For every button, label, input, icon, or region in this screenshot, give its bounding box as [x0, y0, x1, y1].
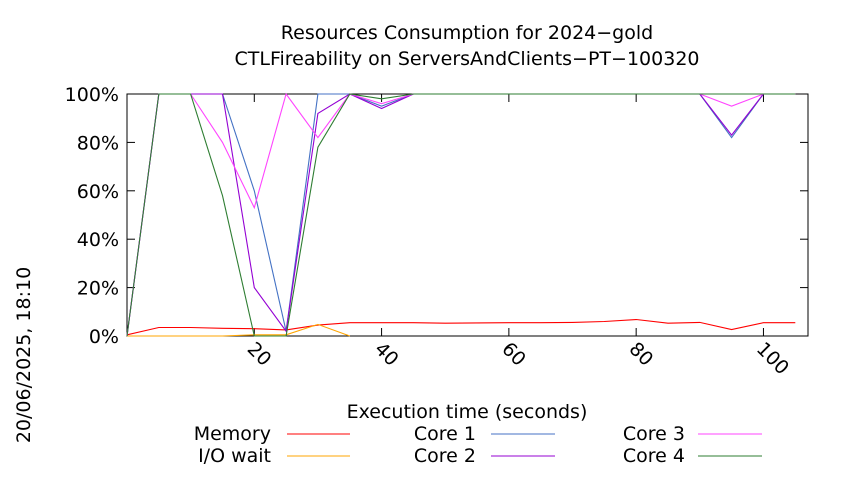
side-timestamp-label: 20/06/2025, 18:10 [13, 267, 35, 443]
y-tick-label: 0% [89, 326, 119, 348]
y-tick-label: 60% [77, 181, 119, 203]
x-axis-label: Execution time (seconds) [347, 401, 588, 423]
series-line-memory [126, 318, 796, 336]
x-tick-label: 100 [752, 338, 793, 379]
plot-frame [126, 93, 809, 337]
axes: 0% 20% 40% 60% 80% 100% 20 40 60 80 100 [65, 84, 809, 379]
legend-label-memory: Memory [194, 423, 271, 445]
x-tick-label: 60 [497, 338, 530, 371]
x-tick-label: 40 [370, 338, 403, 371]
legend-label-core-2: Core 2 [414, 445, 476, 467]
y-tick-label: 40% [77, 229, 119, 251]
series-line-i-o-wait [127, 323, 350, 337]
series-lines [126, 92, 796, 337]
legend-label-i-o-wait: I/O wait [198, 445, 271, 467]
x-tick-label: 80 [625, 338, 658, 371]
legend-label-core-1: Core 1 [414, 423, 476, 445]
chart-title-line-1: Resources Consumption for 2024−gold [281, 22, 653, 44]
series-line-core-4 [126, 93, 796, 337]
y-tick-label: 80% [77, 132, 119, 154]
x-tick-label: 20 [243, 338, 276, 371]
y-tick-label: 100% [65, 84, 119, 106]
legend-label-core-4: Core 4 [623, 445, 685, 467]
legend-label-core-3: Core 3 [623, 423, 685, 445]
chart-title-line-2: CTLFireability on ServersAndClients−PT−1… [235, 48, 700, 70]
y-tick-label: 20% [77, 278, 119, 300]
